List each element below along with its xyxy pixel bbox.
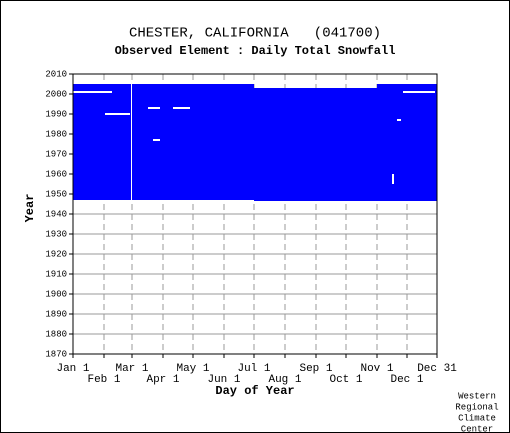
y-tick-label: 1930 xyxy=(45,229,67,239)
y-tick-label: 1980 xyxy=(45,129,67,139)
credit: Regional xyxy=(455,402,498,412)
data-gap xyxy=(131,84,132,200)
x-tick-label: Apr 1 xyxy=(146,374,179,386)
data-block xyxy=(254,88,437,201)
y-tick-label: 1940 xyxy=(45,209,67,219)
credit: Climate xyxy=(458,413,496,423)
x-tick-label: Nov 1 xyxy=(360,363,393,375)
chart-title: CHESTER, CALIFORNIA (041700) xyxy=(129,26,381,42)
data-block xyxy=(377,84,437,88)
credit: Center xyxy=(461,424,493,433)
y-tick-label: 1990 xyxy=(45,109,67,119)
y-tick-label: 1870 xyxy=(45,349,67,359)
y-tick-label: 1920 xyxy=(45,249,67,259)
credit: Western xyxy=(458,391,496,401)
data-gap xyxy=(397,119,401,121)
chart-subtitle: Observed Element : Daily Total Snowfall xyxy=(115,44,396,58)
data-gap xyxy=(105,113,130,115)
data-block xyxy=(73,84,254,200)
y-tick-label: 1900 xyxy=(45,289,67,299)
x-axis-label: Day of Year xyxy=(215,384,294,398)
y-tick-label: 1910 xyxy=(45,269,67,279)
data-gap xyxy=(392,174,394,184)
y-axis-label: Year xyxy=(23,194,37,223)
data-gap xyxy=(153,139,160,141)
data-gap xyxy=(73,91,112,93)
y-tick-label: 1880 xyxy=(45,329,67,339)
x-tick-label: Jan 1 xyxy=(56,363,89,375)
data-gap xyxy=(403,91,435,93)
x-tick-label: Dec 31 xyxy=(417,363,457,375)
x-tick-label: Aug 1 xyxy=(268,374,301,386)
y-tick-label: 1950 xyxy=(45,189,67,199)
x-tick-label: Mar 1 xyxy=(115,363,148,375)
x-tick-label: Jul 1 xyxy=(237,363,270,375)
plot-border xyxy=(72,73,438,355)
data-gap xyxy=(173,107,190,109)
x-tick-label: Oct 1 xyxy=(329,374,362,386)
x-tick-label: Feb 1 xyxy=(87,374,120,386)
y-tick-label: 2000 xyxy=(45,89,67,99)
x-tick-label: Jun 1 xyxy=(207,374,240,386)
y-tick-label: 1960 xyxy=(45,169,67,179)
x-tick-label: May 1 xyxy=(176,363,209,375)
y-tick-label: 2010 xyxy=(45,69,67,79)
x-tick-label: Sep 1 xyxy=(299,363,332,375)
y-tick-label: 1890 xyxy=(45,309,67,319)
y-tick-label: 1970 xyxy=(45,149,67,159)
x-tick-label: Dec 1 xyxy=(390,374,423,386)
data-gap xyxy=(148,107,160,109)
